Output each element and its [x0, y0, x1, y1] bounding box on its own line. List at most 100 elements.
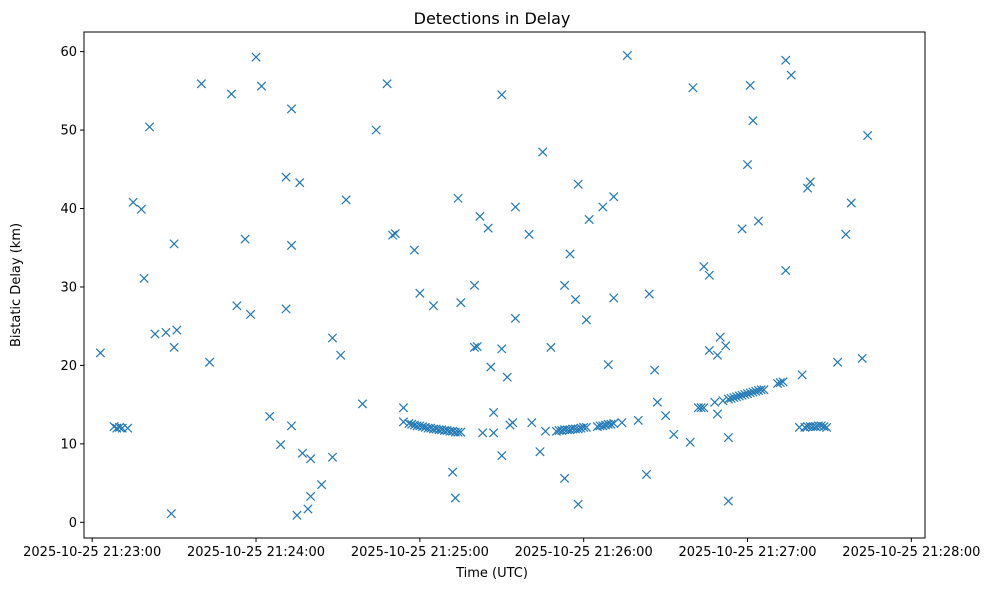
data-point-80: [478, 428, 488, 438]
data-point-75: [456, 298, 466, 308]
data-point-18: [226, 89, 237, 99]
y-tick-label-1: 10: [60, 437, 77, 452]
data-point-76: [469, 280, 480, 291]
data-point-25: [275, 440, 286, 450]
data-point-91: [510, 313, 521, 323]
chart-title: Detections in Delay: [414, 9, 571, 28]
data-point-136: [652, 397, 663, 407]
data-point-87: [497, 90, 507, 100]
data-point-162: [740, 389, 750, 400]
data-point-164: [742, 389, 753, 399]
data-point-37: [316, 480, 327, 490]
data-point-26: [281, 304, 291, 314]
data-point-190: [816, 421, 826, 431]
data-point-67: [453, 427, 463, 437]
data-point-34: [303, 504, 313, 514]
data-point-9: [144, 122, 155, 132]
data-point-84: [488, 407, 499, 418]
data-point-133: [641, 469, 652, 480]
data-point-167: [748, 387, 758, 397]
data-point-50: [407, 419, 417, 429]
data-point-47: [398, 403, 409, 413]
data-point-135: [650, 365, 660, 375]
data-point-13: [169, 239, 179, 249]
data-point-193: [832, 357, 843, 367]
data-point-118: [584, 214, 594, 225]
data-point-30: [286, 421, 297, 431]
data-point-160: [737, 224, 747, 234]
data-point-176: [778, 377, 788, 387]
data-point-6: [128, 197, 138, 207]
data-point-83: [488, 428, 499, 438]
data-point-20: [240, 234, 250, 244]
data-point-85: [497, 344, 507, 354]
data-point-134: [644, 289, 654, 299]
data-point-173: [759, 385, 769, 395]
x-tick-label-1: 2025-10-25 21:24:00: [187, 545, 325, 560]
data-point-102: [559, 473, 570, 484]
data-point-95: [535, 447, 545, 457]
plot-frame: [83, 31, 926, 539]
data-point-73: [450, 493, 460, 503]
data-point-148: [712, 409, 723, 419]
data-point-150: [715, 332, 725, 342]
data-point-107: [565, 249, 575, 259]
y-tick-label-3: 30: [60, 280, 77, 295]
plot-area: [83, 31, 926, 539]
data-point-125: [603, 360, 613, 370]
y-axis-label: Bistatic Delay (km): [9, 223, 24, 347]
y-tick-label-6: 60: [60, 45, 77, 60]
data-point-127: [609, 418, 619, 429]
data-point-39: [327, 333, 338, 343]
data-point-144: [699, 403, 709, 413]
data-point-78: [472, 341, 482, 352]
data-point-69: [409, 245, 420, 255]
data-point-46: [390, 228, 400, 239]
data-point-184: [802, 183, 813, 193]
data-point-155: [723, 496, 734, 506]
y-axis: 0 10 20 30 40 50 60: [60, 45, 84, 531]
data-point-21: [245, 309, 256, 320]
data-point-192: [822, 422, 832, 433]
data-point-29: [286, 104, 297, 114]
data-point-8: [139, 273, 149, 283]
x-tick-label-4: 2025-10-25 21:27:00: [678, 545, 816, 560]
y-tick-label-4: 40: [60, 202, 77, 217]
data-point-94: [527, 418, 537, 428]
data-point-131: [622, 50, 632, 61]
data-point-48: [398, 417, 409, 427]
data-point-93: [524, 229, 534, 240]
data-point-152: [721, 341, 731, 351]
data-point-172: [756, 385, 766, 395]
data-point-3: [114, 422, 125, 433]
data-point-23: [256, 81, 267, 91]
data-point-171: [753, 216, 764, 226]
data-point-43: [371, 125, 381, 135]
data-point-74: [453, 193, 463, 203]
data-point-110: [570, 294, 581, 305]
data-point-15: [172, 325, 182, 335]
data-point-174: [772, 378, 783, 389]
data-point-38: [327, 452, 338, 462]
y-tick-label-5: 50: [60, 124, 77, 139]
data-point-53: [415, 421, 425, 431]
y-tick-label-2: 20: [60, 359, 77, 374]
data-point-147: [710, 397, 720, 407]
data-point-143: [699, 261, 709, 272]
data-point-116: [581, 422, 592, 433]
data-point-12: [166, 509, 177, 519]
data-point-195: [846, 198, 856, 208]
data-point-165: [745, 388, 755, 398]
data-point-44: [382, 79, 392, 89]
data-point-70: [415, 288, 425, 298]
data-point-103: [559, 280, 570, 291]
data-point-137: [660, 410, 671, 421]
data-point-157: [729, 392, 739, 403]
data-point-7: [136, 204, 146, 214]
data-point-130: [617, 418, 627, 428]
data-point-158: [731, 392, 742, 402]
data-point-121: [598, 421, 608, 431]
data-point-154: [723, 432, 734, 443]
data-point-11: [161, 327, 171, 338]
